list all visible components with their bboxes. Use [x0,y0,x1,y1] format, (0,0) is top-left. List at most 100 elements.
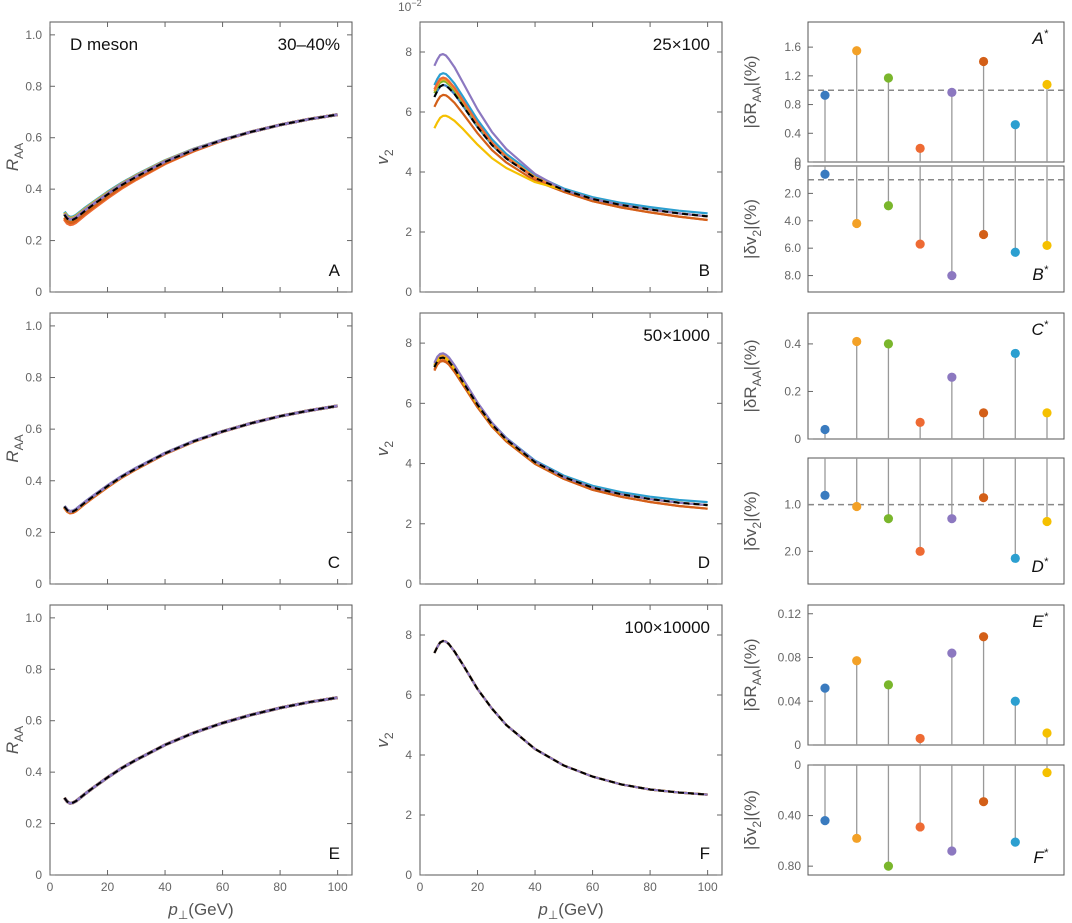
y-tick-label: 0.4 [25,182,42,196]
stem-point-8 [1042,767,1052,778]
plot-frame [807,165,1065,293]
y-axis-label: |δv2|(%) [741,491,764,551]
series-line-1 [63,113,338,221]
y-tick-label: 1.0 [25,319,42,333]
y-tick-label: 4 [405,165,412,179]
y-tick-label: 0.2 [25,817,42,831]
stem-point-1 [820,169,830,179]
series-line-7 [433,639,708,796]
stem-point-8 [1042,79,1052,90]
panel-label: A [329,261,341,280]
y-axis-label: |δRAA|(%) [741,55,764,128]
x-tick-label: 80 [643,880,657,894]
panel-label: C [328,553,340,572]
y-tick-label: 8 [405,336,412,350]
y-axis-label: RAA [3,143,26,171]
series-line-6 [433,639,708,796]
stem-point-3 [883,514,894,524]
stem-point-3 [883,680,894,690]
series-line-8 [63,113,338,220]
stem-point-2 [852,656,862,666]
chart-panel-B: 0 2 4 6 8 v2 B 25×100 10−2 [373,0,723,299]
y-tick-label: 1.6 [784,40,801,54]
x-tick-label: 20 [101,880,115,894]
stem-point-7 [1010,553,1020,563]
y-tick-label: 0 [35,868,42,882]
stem-point-5 [947,648,957,658]
chart-panel-Bstar: 0 2.0 4.0 6.0 8.0 |δv2|(%) B* [741,159,1065,293]
panel-header-right: 30–40% [278,35,340,54]
y-axis-label: v2 [373,149,396,165]
reference-line [63,113,338,222]
y-tick-label: 0.08 [778,651,802,665]
y-tick-label: 4.0 [784,214,801,228]
chart-panel-E: 0 20 40 60 80 100 0 0.2 0.4 0.6 0.8 1.0 RAA E [3,604,353,894]
series-line-3 [63,113,338,222]
stem-point-4 [915,546,925,556]
y-tick-label: 0.8 [25,79,42,93]
x-tick-label: 100 [328,880,348,894]
y-tick-label: 6 [405,396,412,410]
stem-point-6 [978,229,989,240]
y-tick-label: 0.8 [25,371,42,385]
y-tick-label: 8.0 [784,269,801,283]
chart-panel-Astar: 0 0.4 0.8 1.2 1.6 |δRAA|(%) A* [741,21,1065,169]
y-axis-label: |δv2|(%) [741,199,764,259]
series-line-4 [433,639,708,796]
stem-point-7 [1010,348,1020,359]
stem-point-1 [820,816,830,826]
chart-panel-Fstar: 0 0.40 0.80 |δv2|(%) F* [741,758,1065,876]
x-tick-label: 100 [698,880,718,894]
y-tick-label: 8 [405,628,412,642]
stem-point-7 [1010,247,1020,257]
y-tick-label: 0 [794,155,801,169]
y-tick-label: 0.4 [25,474,42,488]
series-line-1 [433,639,708,796]
y-tick-label: 0 [405,868,412,882]
panel-label: E* [1032,611,1048,631]
stem-point-6 [978,56,989,67]
stem-point-5 [947,514,957,524]
panel-label: B* [1032,264,1048,284]
series-line-8 [63,696,338,805]
x-axis-label-1: p⊥(GeV) [167,900,233,922]
series-line-3 [63,696,338,805]
stem-point-8 [1042,728,1052,738]
panel-label: F [700,844,710,863]
y-tick-label: 0.8 [25,662,42,676]
series-line-4 [433,358,708,510]
plot-frame [419,604,723,876]
series-line-6 [63,113,338,225]
reference-line [63,404,338,514]
y-tick-label: 0.4 [784,337,801,351]
series-line-1 [63,404,338,514]
y-tick-label: 2.0 [784,544,801,558]
series-line-5 [63,113,338,221]
series-line-5 [63,404,338,513]
stem-point-6 [978,797,989,807]
plot-frame [419,312,723,585]
stem-point-4 [915,822,925,832]
stem-point-2 [852,218,862,229]
y-tick-label: 0.4 [25,765,42,779]
series-line-6 [433,93,708,222]
series-line-5 [433,52,708,218]
stem-point-6 [978,632,989,642]
stem-point-6 [978,408,989,418]
y-tick-label: 0.6 [25,131,42,145]
y-tick-label: 1.0 [784,498,801,512]
stem-point-2 [852,336,862,347]
panel-label: D [698,553,710,572]
series-line-7 [63,404,338,513]
stem-point-2 [852,501,862,512]
series-line-5 [63,696,338,805]
y-tick-label: 0 [35,577,42,591]
series-line-3 [433,79,708,218]
y-axis-label: v2 [373,732,396,748]
y-tick-label: 0.40 [778,809,802,823]
y-tick-label: 0 [794,432,801,446]
x-axis-label-2: p⊥(GeV) [537,900,603,922]
reference-line [433,356,708,507]
y-tick-label: 0 [794,758,801,772]
